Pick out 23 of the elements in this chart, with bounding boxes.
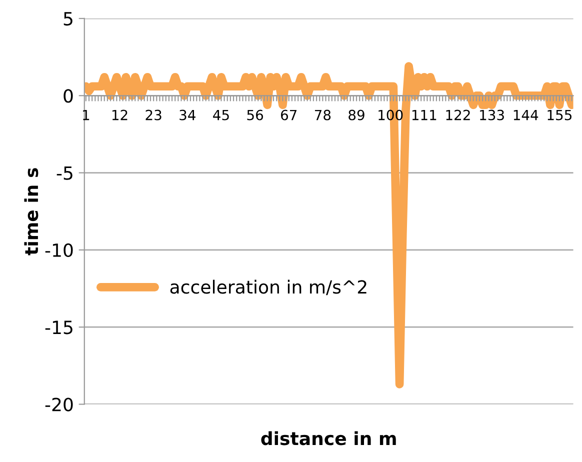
y-tick-label: 5 <box>64 12 72 26</box>
x-tick-label: 78 <box>314 110 331 120</box>
y-tick-label: 0 <box>64 89 73 103</box>
x-tick-label: 12 <box>112 110 128 120</box>
x-tick-label: 56 <box>247 110 263 120</box>
x-tick-label: 111 <box>412 110 436 120</box>
x-tick-label: 67 <box>280 110 297 120</box>
x-axis-title: distance in m <box>261 431 396 446</box>
legend-label: acceleration in m/s^2 <box>170 280 366 296</box>
x-tick-label: 155 <box>548 110 572 120</box>
y-tick-label: -15 <box>45 320 72 334</box>
x-tick-label: 34 <box>180 110 196 120</box>
x-tick-label: 23 <box>146 110 162 120</box>
y-tick-label: -20 <box>45 398 73 412</box>
x-tick-label: 1 <box>83 110 90 120</box>
x-tick-label: 89 <box>348 110 364 120</box>
y-tick-label: -5 <box>56 166 72 180</box>
x-tick-label: 45 <box>213 110 229 120</box>
x-tick-label: 133 <box>480 110 504 120</box>
x-tick-label: 122 <box>446 110 470 120</box>
y-axis-title: time in s <box>24 168 38 256</box>
x-tick-label: 144 <box>514 110 538 120</box>
y-tick-label: -10 <box>45 243 73 258</box>
